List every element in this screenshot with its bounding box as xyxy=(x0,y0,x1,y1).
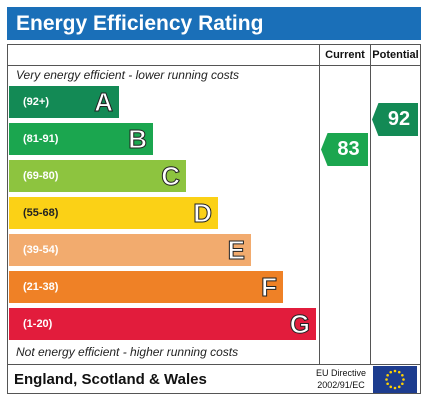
band-range-label: (69-80) xyxy=(23,170,59,182)
band-range-label: (81-91) xyxy=(23,133,59,145)
current-rating-arrow: 83 xyxy=(321,133,368,166)
eu-star xyxy=(393,369,397,373)
eu-star xyxy=(389,370,393,374)
eu-directive-line2: 2002/91/EC xyxy=(317,380,365,390)
top-caption: Very energy efficient - lower running co… xyxy=(16,68,239,82)
band-b: (81-91) B xyxy=(9,123,153,155)
band-letter: F xyxy=(261,272,278,303)
eu-star xyxy=(401,373,404,377)
band-d: (55-68) D xyxy=(9,197,218,229)
divider-potential xyxy=(370,45,371,365)
divider-footer xyxy=(8,364,420,365)
bottom-caption: Not energy efficient - higher running co… xyxy=(16,345,239,359)
band-letter: G xyxy=(289,309,310,340)
band-range-label: (55-68) xyxy=(23,207,59,219)
eu-directive-label: EU Directive 2002/91/EC xyxy=(310,367,372,391)
eu-directive-line1: EU Directive xyxy=(315,368,366,378)
chart-title: Energy Efficiency Rating xyxy=(7,7,421,40)
rating-table: Current Potential Very energy efficient … xyxy=(7,44,421,394)
eu-star xyxy=(386,373,389,377)
potential-rating-arrow: 92 xyxy=(372,103,418,136)
band-range-label: (39-54) xyxy=(23,244,59,256)
eu-star xyxy=(389,385,393,389)
eu-star xyxy=(385,378,388,381)
band-letter: E xyxy=(227,235,245,266)
band-c: (69-80) C xyxy=(9,160,186,192)
band-letter: C xyxy=(161,161,181,192)
band-range-label: (21-38) xyxy=(23,281,59,293)
eu-star xyxy=(397,370,401,374)
band-e: (39-54) E xyxy=(9,234,251,266)
eu-star xyxy=(386,382,389,386)
eu-flag-icon xyxy=(373,366,417,393)
band-f: (21-38) F xyxy=(9,271,283,303)
eu-star xyxy=(397,385,401,389)
divider-current xyxy=(319,45,320,365)
band-range-label: (92+) xyxy=(23,96,49,108)
band-a: (92+) A xyxy=(9,86,119,118)
divider-header xyxy=(8,65,420,66)
band-letter: A xyxy=(94,87,114,118)
band-letter: D xyxy=(193,198,213,229)
eu-star xyxy=(393,386,397,390)
band-range-label: (1-20) xyxy=(23,318,53,330)
band-letter: B xyxy=(128,124,148,155)
column-header-potential: Potential xyxy=(372,49,419,61)
eu-star xyxy=(401,382,404,386)
column-header-current: Current xyxy=(325,49,365,61)
region-label: England, Scotland & Wales xyxy=(14,371,207,388)
eu-star xyxy=(402,378,405,381)
band-g: (1-20) G xyxy=(9,308,316,340)
